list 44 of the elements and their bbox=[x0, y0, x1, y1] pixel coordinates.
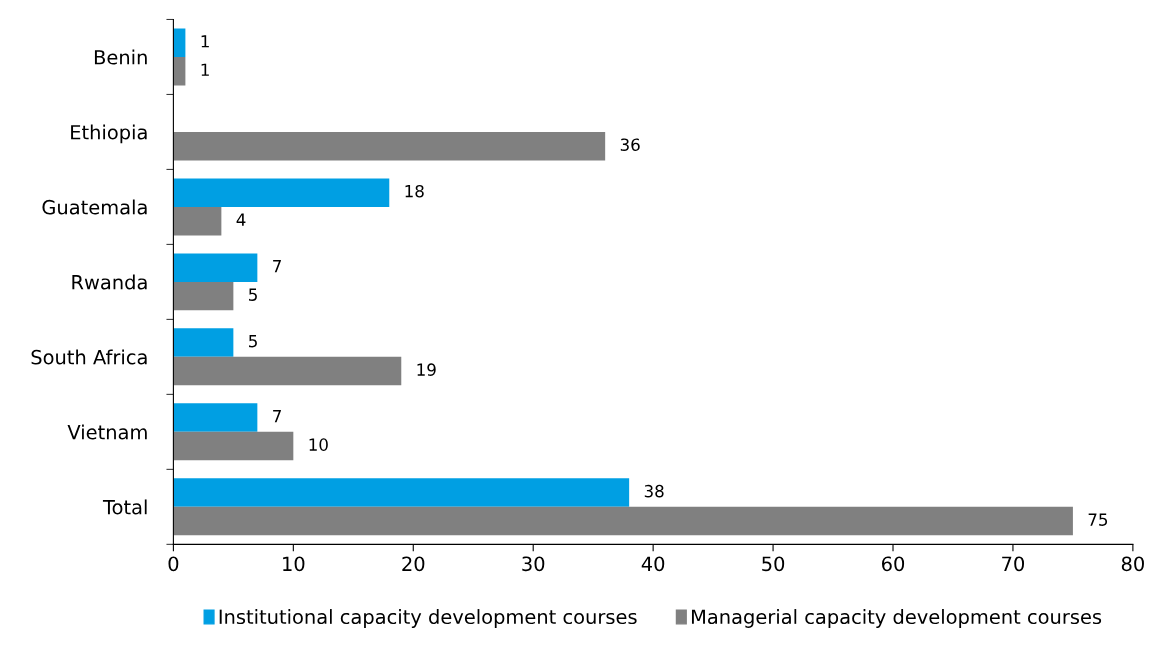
y-tick-label: South Africa bbox=[31, 349, 147, 365]
bar bbox=[173, 253, 258, 282]
data-label: 18 bbox=[405, 184, 424, 198]
data-label: 38 bbox=[644, 484, 664, 498]
bar bbox=[173, 281, 234, 311]
x-tick-label: 70 bbox=[1002, 556, 1025, 572]
y-tick-label: Ethiopia bbox=[71, 124, 147, 144]
y-tick-label: Rwanda bbox=[72, 274, 147, 290]
data-label: 5 bbox=[249, 288, 257, 301]
bar bbox=[173, 431, 294, 461]
bar bbox=[173, 356, 402, 386]
y-tick-label: Vietnam bbox=[67, 424, 147, 440]
y-tick-label: Total bbox=[102, 499, 147, 515]
bar bbox=[173, 28, 186, 57]
bar bbox=[173, 506, 1073, 536]
data-label: 7 bbox=[273, 410, 281, 423]
x-tick-label: 40 bbox=[641, 556, 665, 572]
legend-label: Institutional capacity development courses bbox=[219, 609, 637, 628]
y-tick-label: Benin bbox=[94, 49, 147, 65]
data-label: 10 bbox=[309, 438, 328, 451]
bar bbox=[173, 178, 390, 207]
data-label: 5 bbox=[249, 335, 257, 348]
data-label: 7 bbox=[273, 260, 281, 273]
x-tick-label: 0 bbox=[168, 556, 179, 572]
bar bbox=[173, 403, 258, 432]
x-tick-label: 10 bbox=[283, 556, 305, 572]
bar bbox=[173, 328, 234, 357]
x-tick-label: 20 bbox=[402, 556, 425, 572]
data-label: 19 bbox=[417, 363, 436, 376]
x-tick-label: 60 bbox=[882, 556, 905, 572]
x-tick-label: 50 bbox=[762, 556, 785, 572]
y-tick-label: Guatemala bbox=[42, 199, 147, 215]
bar bbox=[173, 478, 630, 507]
data-label: 1 bbox=[201, 63, 209, 76]
data-label: 1 bbox=[201, 35, 209, 48]
x-tick-label: 30 bbox=[522, 556, 545, 572]
bar bbox=[173, 56, 186, 86]
data-label: 36 bbox=[620, 138, 640, 151]
x-tick-label: 80 bbox=[1121, 556, 1144, 572]
bar bbox=[173, 206, 222, 236]
legend-label: Managerial capacity development courses bbox=[691, 609, 1102, 628]
bar bbox=[173, 131, 606, 161]
data-label: 4 bbox=[236, 213, 246, 226]
data-label: 75 bbox=[1088, 513, 1108, 526]
